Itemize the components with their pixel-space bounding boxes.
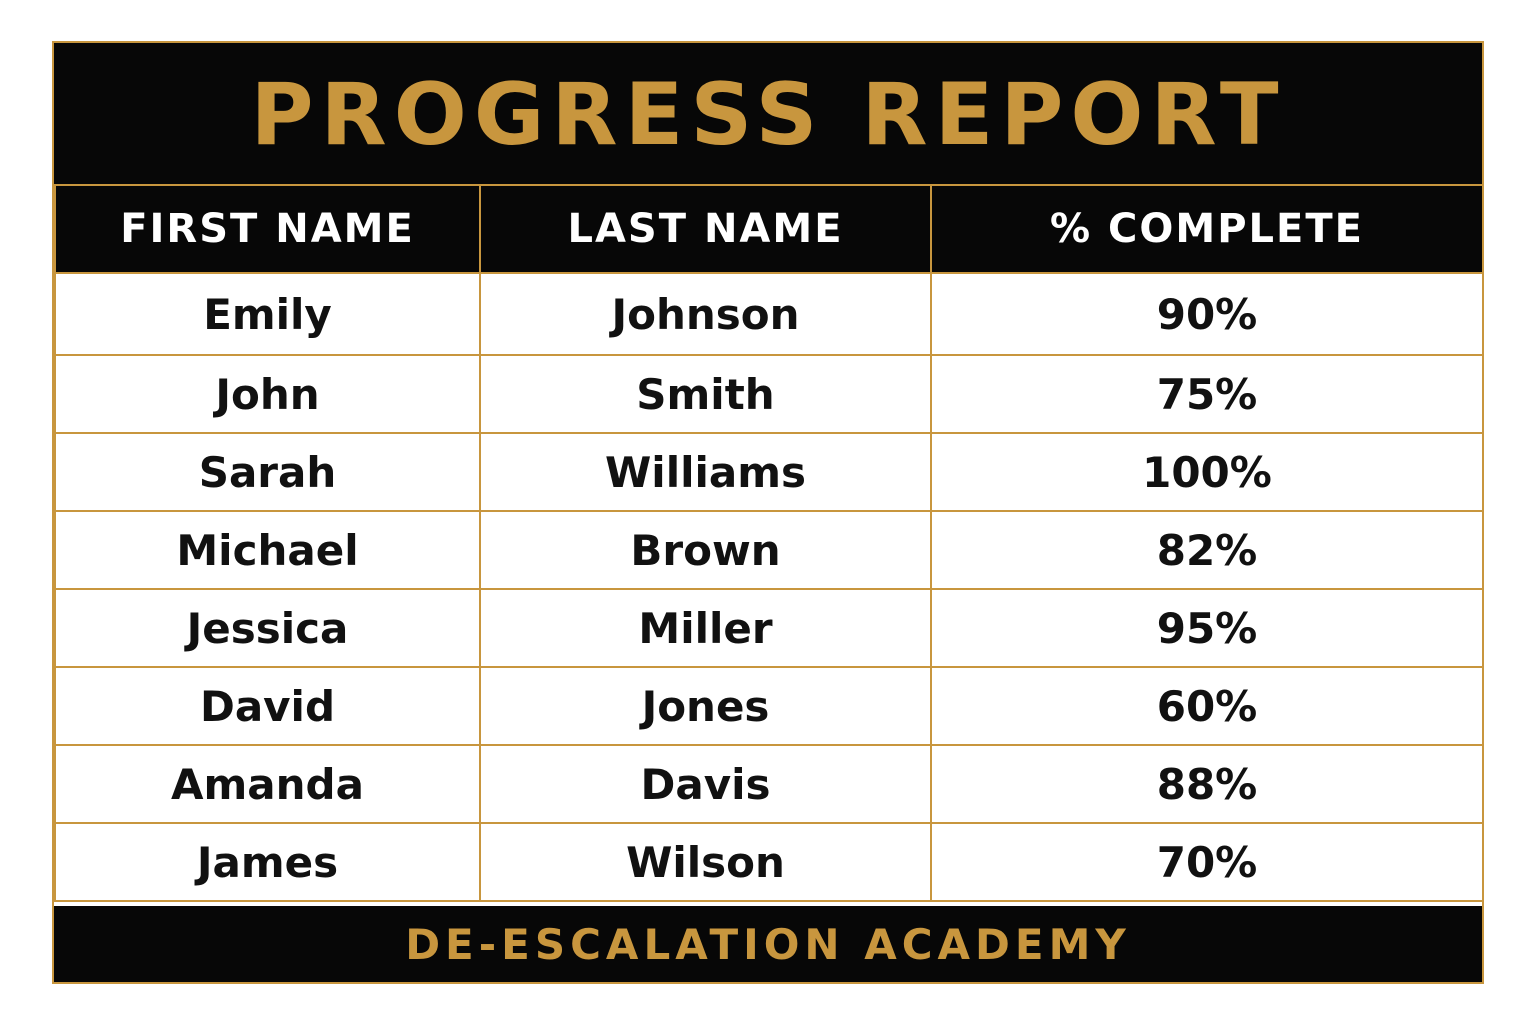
first-name-cell: Sarah xyxy=(54,432,481,512)
table-row: Michael Brown 82% xyxy=(54,510,1484,590)
progress-table: FIRST NAME LAST NAME % COMPLETE Emily Jo… xyxy=(54,184,1484,902)
column-header-percent-complete: % COMPLETE xyxy=(930,184,1484,274)
footer-bar: DE-ESCALATION ACADEMY xyxy=(54,906,1482,982)
last-name-cell: Smith xyxy=(479,354,932,434)
percent-complete-cell: 82% xyxy=(930,510,1484,590)
last-name-cell: Davis xyxy=(479,744,932,824)
progress-report-card: PROGRESS REPORT FIRST NAME LAST NAME % C… xyxy=(52,41,1484,984)
first-name-cell: John xyxy=(54,354,481,434)
academy-name: DE-ESCALATION ACADEMY xyxy=(405,919,1131,969)
last-name-cell: Johnson xyxy=(479,272,932,356)
first-name-cell: Jessica xyxy=(54,588,481,668)
last-name-cell: Brown xyxy=(479,510,932,590)
percent-complete-cell: 60% xyxy=(930,666,1484,746)
first-name-cell: Emily xyxy=(54,272,481,356)
title-bar: PROGRESS REPORT xyxy=(54,43,1482,184)
table-row: Sarah Williams 100% xyxy=(54,432,1484,512)
table-row: Amanda Davis 88% xyxy=(54,744,1484,824)
first-name-cell: David xyxy=(54,666,481,746)
table-row: Emily Johnson 90% xyxy=(54,272,1484,356)
first-name-cell: Amanda xyxy=(54,744,481,824)
percent-complete-cell: 95% xyxy=(930,588,1484,668)
last-name-cell: Jones xyxy=(479,666,932,746)
table-row: James Wilson 70% xyxy=(54,822,1484,902)
percent-complete-cell: 75% xyxy=(930,354,1484,434)
first-name-cell: Michael xyxy=(54,510,481,590)
percent-complete-cell: 100% xyxy=(930,432,1484,512)
last-name-cell: Williams xyxy=(479,432,932,512)
table-row: Jessica Miller 95% xyxy=(54,588,1484,668)
table-header-row: FIRST NAME LAST NAME % COMPLETE xyxy=(54,184,1484,274)
percent-complete-cell: 90% xyxy=(930,272,1484,356)
last-name-cell: Wilson xyxy=(479,822,932,902)
percent-complete-cell: 88% xyxy=(930,744,1484,824)
last-name-cell: Miller xyxy=(479,588,932,668)
table-row: John Smith 75% xyxy=(54,354,1484,434)
column-header-first-name: FIRST NAME xyxy=(54,184,481,274)
report-title: PROGRESS REPORT xyxy=(250,64,1286,165)
percent-complete-cell: 70% xyxy=(930,822,1484,902)
table-row: David Jones 60% xyxy=(54,666,1484,746)
column-header-last-name: LAST NAME xyxy=(479,184,932,274)
first-name-cell: James xyxy=(54,822,481,902)
